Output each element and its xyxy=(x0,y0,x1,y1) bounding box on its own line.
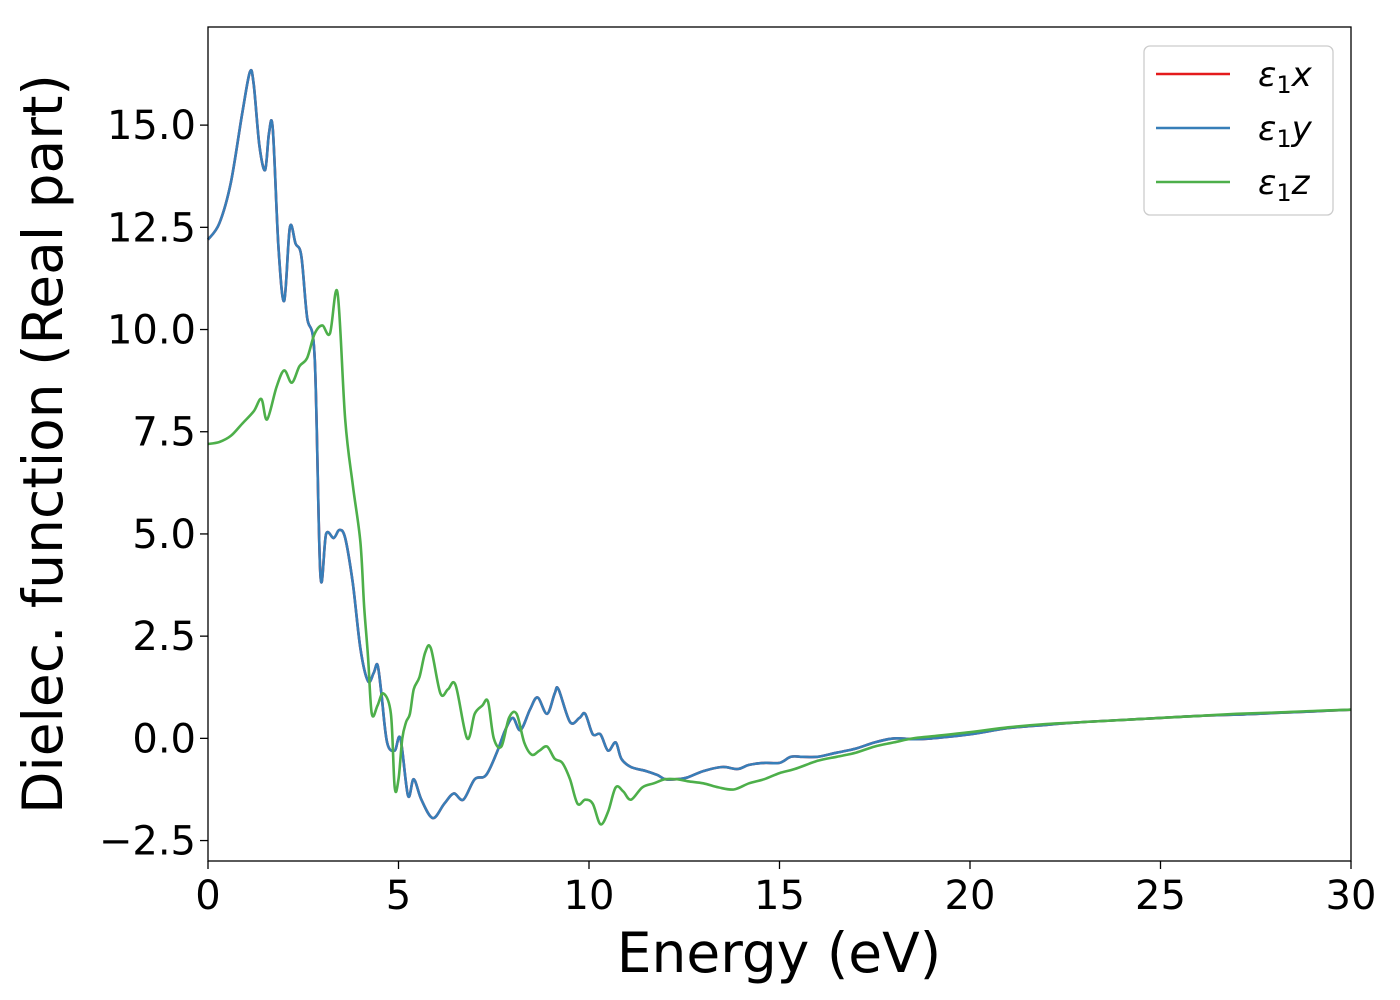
x-tick-label: 20 xyxy=(945,873,996,919)
ticks-layer: 0 5 10 15 20 25 30 −2.5 0.0 2.5 5.0 7.5 10.0 12.5 15.0 xyxy=(99,103,1377,919)
legend-label-x: ε1x xyxy=(1258,55,1313,99)
y-tick-label: 2.5 xyxy=(132,614,196,660)
y-tick-label: 7.5 xyxy=(132,410,196,456)
y-tick-label: 15.0 xyxy=(107,103,196,149)
x-tick-label: 30 xyxy=(1326,873,1377,919)
y-axis-label: Dielec. function (Real part) xyxy=(11,74,75,814)
x-tick-label: 5 xyxy=(386,873,411,919)
x-tick-label: 0 xyxy=(195,873,220,919)
y-tick-label: 5.0 xyxy=(132,512,196,558)
legend-box xyxy=(1143,45,1334,216)
y-tick-label: 0.0 xyxy=(132,716,196,762)
y-tick-label: 12.5 xyxy=(107,205,196,251)
legend-label-z: ε1z xyxy=(1258,163,1311,207)
legend-entries: ε1x ε1y ε1z xyxy=(1156,55,1313,207)
y-tick-label: −2.5 xyxy=(99,819,196,865)
legend-label-y: ε1y xyxy=(1258,109,1313,153)
x-tick-label: 25 xyxy=(1135,873,1186,919)
y-tick-label: 10.0 xyxy=(107,308,196,354)
x-axis-label: Energy (eV) xyxy=(617,921,941,985)
series-layer xyxy=(206,68,1352,826)
series-line-z xyxy=(207,288,1352,826)
x-tick-label: 10 xyxy=(564,873,615,919)
x-tick-label: 15 xyxy=(754,873,805,919)
legend: ε1x ε1y ε1z xyxy=(1143,45,1334,216)
